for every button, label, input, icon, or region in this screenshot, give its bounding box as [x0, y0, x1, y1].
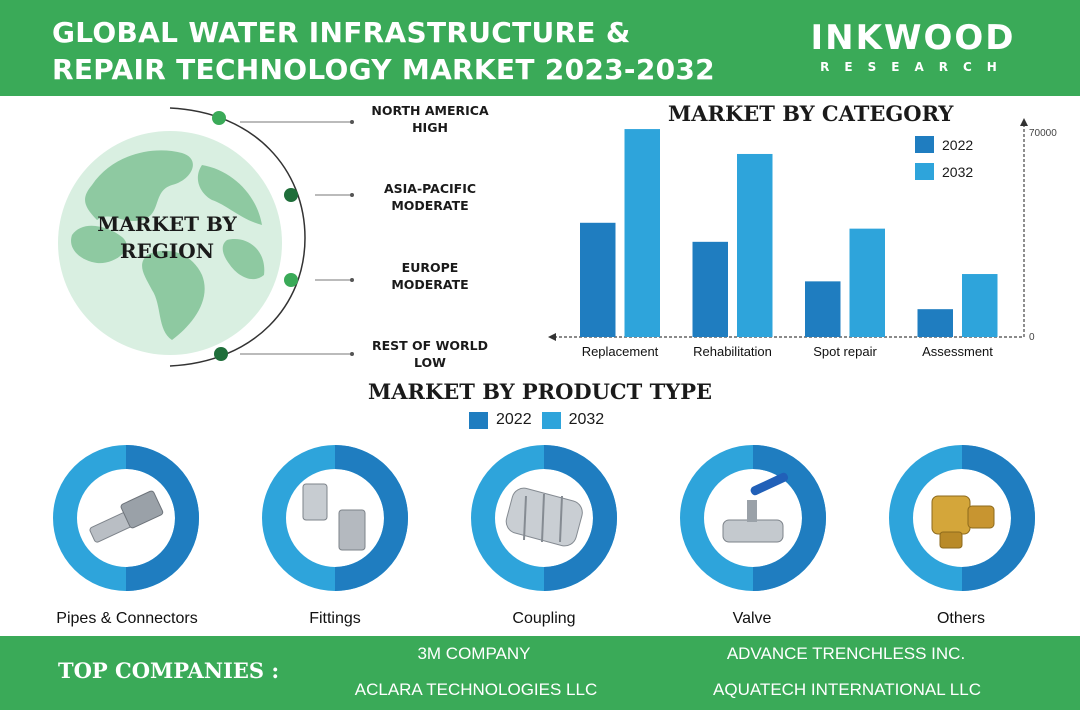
x-tick-label: Replacement: [582, 344, 659, 359]
x-tick-label: Spot repair: [813, 344, 877, 359]
product-legend-label-2022: 2022: [496, 411, 532, 428]
globe-icon: [58, 131, 282, 355]
chart-legend-2022: 2022: [915, 136, 973, 153]
region-name: ASIA-PACIFIC: [383, 181, 477, 196]
brand-subtitle: RESEARCH: [820, 60, 1012, 74]
bar-2032-rehabilitation: [737, 153, 773, 337]
footer-banner: TOP COMPANIES : 3M COMPANY ADVANCE TRENC…: [0, 636, 1080, 710]
bar-2032-assessment: [962, 274, 998, 337]
title-line-1: GLOBAL WATER INFRASTRUCTURE &: [52, 16, 631, 49]
y-tick-label: 70000: [1029, 128, 1057, 139]
product-label-fittings: Fittings: [309, 610, 361, 627]
product-label-others: Others: [936, 610, 985, 627]
region-item-europe: EUROPE MODERATE: [355, 259, 505, 293]
product-legend-swatch-2022: [469, 411, 488, 429]
region-heading: MARKET BY REGION: [82, 211, 252, 265]
region-dot-europe: [284, 273, 298, 287]
region-item-rest-of-world: REST OF WORLD LOW: [355, 337, 505, 371]
legend-swatch-2022: [915, 136, 934, 153]
brand-logo: INKWOOD RESEARCH: [797, 18, 1029, 76]
product-label-pipes-connectors: Pipes & Connectors: [56, 610, 198, 627]
product-legend: 2022 2032: [469, 411, 604, 429]
bar-2032-spot-repair: [849, 228, 885, 337]
product-label-coupling: Coupling: [512, 610, 576, 627]
chart-title: MARKET BY CATEGORY: [668, 101, 954, 126]
brand-name: INKWOOD: [810, 18, 1016, 58]
brass-fitting-icon: [931, 495, 995, 549]
region-heading-line-2: REGION: [119, 239, 214, 263]
x-axis-arrow-icon: [548, 333, 556, 341]
region-dot-rest-of-world: [214, 347, 228, 361]
donut-others: [889, 445, 1035, 591]
region-level: MODERATE: [391, 277, 469, 292]
fittings-icon: [302, 483, 366, 551]
page-title: GLOBAL WATER INFRASTRUCTURE & REPAIR TEC…: [52, 14, 715, 88]
donut-pipes-connectors: [53, 445, 199, 591]
bar-2022-replacement: [580, 222, 616, 337]
company-aquatech: AQUATECH INTERNATIONAL LLC: [713, 680, 981, 699]
region-dot-north-america: [212, 111, 226, 125]
region-dot-asia-pacific: [284, 188, 298, 202]
region-item-north-america: NORTH AMERICA HIGH: [355, 102, 505, 136]
y-tick-label: 0: [1029, 332, 1035, 343]
legend-swatch-2032: [915, 163, 934, 180]
coupling-icon: [505, 487, 583, 547]
company-advance-trenchless: ADVANCE TRENCHLESS INC.: [726, 644, 966, 663]
region-level: LOW: [414, 355, 446, 370]
region-name: NORTH AMERICA: [371, 103, 489, 118]
company-aclara: ACLARA TECHNOLOGIES LLC: [354, 680, 598, 699]
donut-valve: [680, 445, 826, 591]
region-level: HIGH: [412, 120, 448, 135]
product-label-valve: Valve: [732, 610, 772, 627]
region-name: REST OF WORLD: [372, 338, 488, 353]
pipe-connector-icon: [89, 490, 164, 543]
region-level: MODERATE: [391, 198, 469, 213]
bar-2032-replacement: [624, 129, 660, 337]
category-bar-chart: 70000 0 Replacement Rehabilitation Spot repa…: [548, 118, 1057, 359]
region-name: EUROPE: [401, 260, 459, 275]
top-companies-title: TOP COMPANIES :: [58, 658, 280, 683]
region-heading-line-1: MARKET BY: [97, 212, 237, 236]
title-line-2: REPAIR TECHNOLOGY MARKET 2023-2032: [52, 53, 715, 86]
bar-2022-assessment: [917, 309, 953, 337]
product-legend-swatch-2032: [541, 411, 561, 429]
legend-label-2022: 2022: [942, 136, 974, 153]
region-timeline: [169, 107, 354, 367]
bar-2022-spot-repair: [805, 281, 841, 337]
valve-icon: [722, 472, 789, 543]
chart-legend-2032: 2032: [915, 163, 973, 180]
company-3m: 3M COMPANY: [417, 644, 531, 663]
region-item-asia-pacific: ASIA-PACIFIC MODERATE: [355, 180, 505, 214]
x-tick-label: Assessment: [922, 344, 993, 359]
y-axis-arrow-icon: [1020, 118, 1028, 126]
header-banner: GLOBAL WATER INFRASTRUCTURE & REPAIR TEC…: [0, 0, 1080, 96]
donut-coupling: [471, 445, 617, 591]
x-tick-label: Rehabilitation: [693, 344, 772, 359]
legend-label-2032: 2032: [942, 163, 974, 180]
product-legend-label-2032: 2032: [568, 411, 605, 428]
product-heading: MARKET BY PRODUCT TYPE: [368, 379, 712, 404]
bar-2022-rehabilitation: [692, 241, 728, 337]
donut-fittings: [262, 445, 408, 591]
